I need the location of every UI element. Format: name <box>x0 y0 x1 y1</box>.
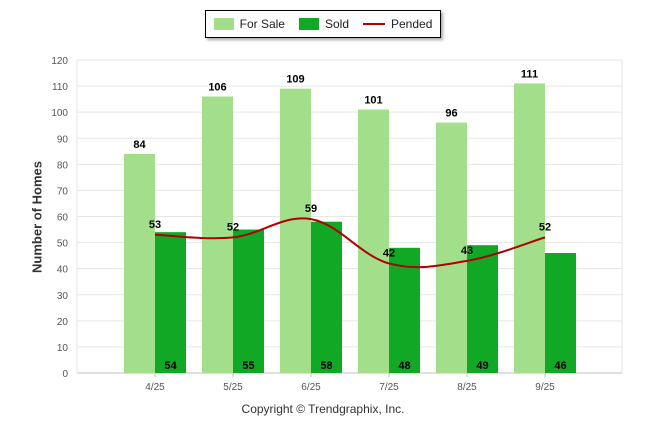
for-sale-data-label: 111 <box>521 68 538 80</box>
sold-data-label: 58 <box>320 360 332 372</box>
legend-label-for-sale: For Sale <box>239 17 285 31</box>
sold-data-label: 49 <box>476 360 488 372</box>
pended-data-label: 52 <box>227 221 239 233</box>
sold-bar <box>311 221 342 373</box>
x-tick-label: 8/25 <box>457 382 477 393</box>
for-sale-bar <box>280 88 311 374</box>
sold-bar <box>233 229 264 373</box>
sold-data-label: 54 <box>164 360 177 372</box>
pended-data-label: 42 <box>383 247 395 259</box>
legend-label-pended: Pended <box>391 17 433 31</box>
pended-data-label: 59 <box>305 203 317 215</box>
for-sale-data-label: 84 <box>133 139 146 151</box>
y-tick-label: 80 <box>57 160 69 171</box>
y-tick-label: 90 <box>57 134 69 145</box>
legend: For Sale Sold Pended <box>205 10 441 38</box>
x-tick-label: 7/25 <box>379 382 399 393</box>
y-tick-label: 0 <box>62 369 68 380</box>
for-sale-swatch <box>213 18 234 30</box>
y-tick-label: 20 <box>57 317 69 328</box>
pended-swatch <box>363 23 385 25</box>
for-sale-data-label: 109 <box>286 74 304 86</box>
legend-label-sold: Sold <box>324 17 349 31</box>
for-sale-bar <box>124 153 155 373</box>
for-sale-data-label: 106 <box>208 82 226 94</box>
for-sale-bar <box>514 83 545 373</box>
y-tick-label: 50 <box>57 239 69 250</box>
legend-item-pended[interactable]: Pended <box>363 17 432 31</box>
pended-data-label: 43 <box>461 245 473 257</box>
sold-data-label: 55 <box>242 360 254 372</box>
y-tick-label: 110 <box>52 82 68 93</box>
sold-bar <box>389 247 420 373</box>
y-tick-label: 70 <box>57 186 69 197</box>
sold-data-label: 48 <box>398 360 410 372</box>
pended-line <box>154 217 546 269</box>
sold-bar <box>545 253 576 373</box>
for-sale-bar <box>436 122 467 373</box>
pended-data-label: 53 <box>149 219 161 231</box>
y-tick-label: 10 <box>57 343 69 354</box>
y-tick-label: 120 <box>51 56 68 67</box>
y-tick-label: 60 <box>57 213 69 224</box>
x-tick-label: 5/25 <box>223 382 243 393</box>
for-sale-bar <box>202 96 233 374</box>
copyright-footer: Copyright © Trendgraphix, Inc. <box>241 402 405 416</box>
x-tick-label: 4/25 <box>145 382 165 393</box>
sold-swatch <box>298 18 319 30</box>
y-tick-label: 100 <box>51 108 68 119</box>
sold-bar <box>155 232 186 373</box>
y-axis-title: Number of Homes <box>29 161 45 273</box>
legend-item-for-sale[interactable]: For Sale <box>213 17 285 31</box>
for-sale-data-label: 101 <box>364 95 382 107</box>
x-tick-label: 6/25 <box>301 382 321 393</box>
x-tick-label: 9/25 <box>535 382 555 393</box>
for-sale-data-label: 96 <box>445 108 457 120</box>
legend-item-sold[interactable]: Sold <box>298 17 349 31</box>
sold-data-label: 46 <box>554 360 566 372</box>
y-tick-label: 30 <box>57 291 69 302</box>
for-sale-bar <box>358 109 389 373</box>
y-tick-label: 40 <box>57 265 69 276</box>
sold-bar <box>467 245 498 373</box>
pended-data-label: 52 <box>539 221 551 233</box>
